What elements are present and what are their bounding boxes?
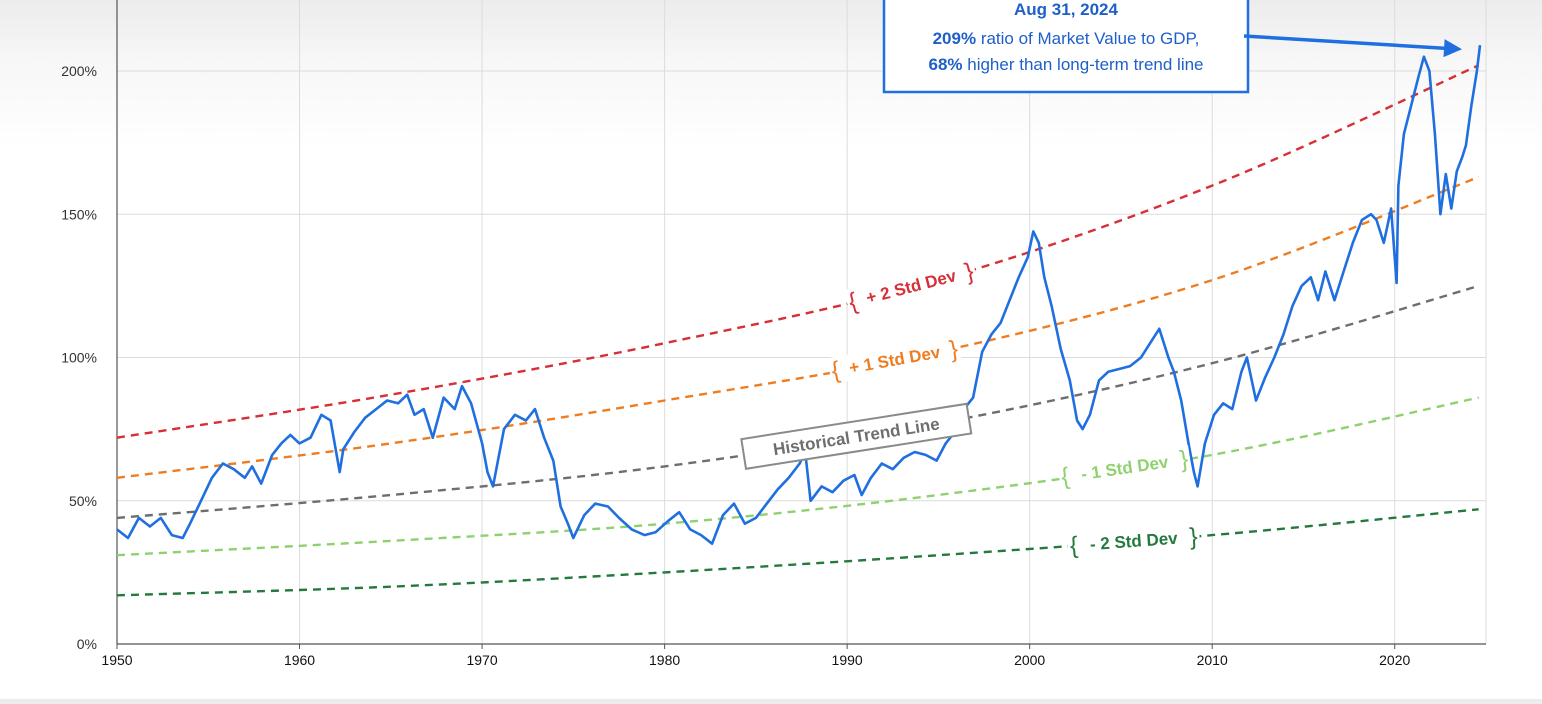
x-tick-label: 1990 — [832, 652, 863, 668]
annotation-line-1: 209% ratio of Market Value to GDP, — [933, 29, 1200, 48]
y-tick-label: 100% — [61, 350, 97, 366]
x-tick-label: 2020 — [1379, 652, 1410, 668]
x-tick-label: 1960 — [284, 652, 315, 668]
y-tick-label: 0% — [77, 636, 97, 652]
band-label-bg — [1057, 445, 1192, 491]
annotation-line-2: 68% higher than long-term trend line — [928, 55, 1203, 74]
x-tick-label: 1980 — [649, 652, 680, 668]
band-line-minus2 — [116, 508, 1479, 597]
brace-left-glyph: { — [1059, 463, 1071, 491]
grid-lines — [116, 0, 1487, 644]
band-line-plus1 — [116, 175, 1480, 479]
annotation-arrow-shaft — [1243, 34, 1453, 51]
annotation-pct: 68% — [928, 55, 962, 74]
band-label-bg — [843, 257, 979, 316]
brace-right-glyph: } — [1189, 523, 1199, 551]
annotation-date: Aug 31, 2024 — [1014, 0, 1118, 19]
band-label-minus1: {}- 1 Std Dev — [1057, 445, 1192, 491]
annotation: Aug 31, 2024 209% ratio of Market Value t… — [882, 0, 1462, 94]
annotation-line-2-text: higher than long-term trend line — [967, 55, 1203, 74]
ratio-series — [116, 45, 1482, 545]
x-tick-label: 1950 — [101, 652, 132, 668]
y-tick-label: 200% — [61, 63, 97, 79]
x-tick-label: 2010 — [1197, 652, 1228, 668]
annotation-box — [882, 0, 1250, 94]
band-line-plus2 — [116, 64, 1480, 439]
brace-left-glyph: { — [1069, 532, 1079, 560]
band-label-bg — [1066, 523, 1201, 559]
x-tick-label: 2000 — [1014, 652, 1045, 668]
y-tick-label: 150% — [61, 206, 97, 222]
band-line-trend — [116, 284, 1480, 520]
axes: 0% 50% 100% 150% 200% 1950 1960 1970 1980 1990 200… — [61, 0, 1486, 668]
x-tick-label: 1970 — [466, 652, 497, 668]
annotation-arrow-head — [1443, 39, 1462, 58]
ratio-line — [116, 45, 1482, 545]
band-label-text: + 2 Std Dev — [864, 266, 958, 308]
annotation-value: 209% — [933, 29, 976, 48]
band-label-plus2: {}+ 2 Std Dev — [843, 257, 979, 316]
brace-right-glyph: } — [1178, 446, 1190, 474]
y-tick-label: 50% — [69, 493, 97, 509]
trend-label-box — [740, 402, 973, 470]
band-line-minus1 — [116, 396, 1479, 557]
band-label-minus2: {}- 2 Std Dev — [1066, 523, 1201, 560]
annotation-line-1-text: ratio of Market Value to GDP, — [981, 29, 1200, 48]
std-dev-bands — [116, 64, 1480, 597]
band-label-bg — [827, 335, 962, 384]
